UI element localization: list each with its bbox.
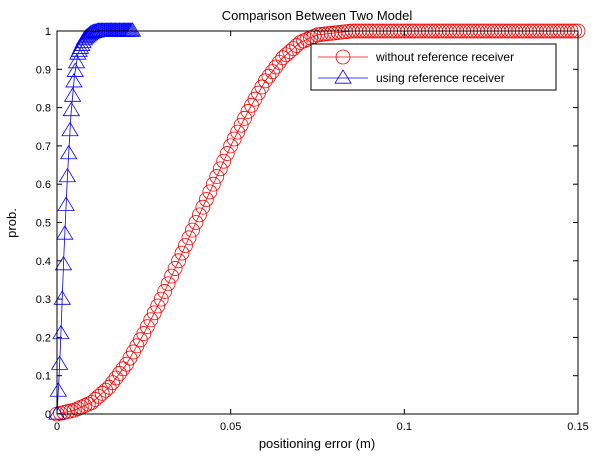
y-tick-label: 0.5 xyxy=(36,218,51,230)
data-point xyxy=(136,326,152,341)
data-point xyxy=(66,62,84,77)
data-point xyxy=(60,144,78,160)
data-point xyxy=(139,319,155,335)
data-point xyxy=(299,32,315,47)
data-point xyxy=(53,290,71,305)
data-point xyxy=(219,146,235,161)
series-2 xyxy=(48,22,142,420)
data-point xyxy=(70,401,86,417)
data-point xyxy=(296,33,312,49)
data-point xyxy=(54,255,73,271)
data-point xyxy=(62,101,81,117)
data-point xyxy=(202,184,218,200)
x-tick-label: 0.15 xyxy=(567,421,588,433)
data-point xyxy=(188,215,204,230)
data-point xyxy=(237,110,252,126)
legend-item: without reference receiver xyxy=(318,49,514,65)
data-point xyxy=(212,161,228,177)
x-tick-label: 0.05 xyxy=(220,421,241,433)
data-point xyxy=(150,298,166,314)
y-tick-label: 0.8 xyxy=(36,103,51,115)
y-tick-label: 1 xyxy=(45,26,51,38)
data-point xyxy=(167,261,183,276)
y-axis-label: prob. xyxy=(4,208,19,238)
data-point xyxy=(57,196,75,211)
y-tick-label: 0.3 xyxy=(36,294,51,306)
y-tick-label: 0 xyxy=(45,409,51,421)
data-point xyxy=(230,124,246,140)
data-point xyxy=(292,35,308,50)
legend-label: using reference receiver xyxy=(376,71,505,85)
data-point xyxy=(63,87,82,102)
data-point xyxy=(66,402,82,418)
data-point xyxy=(153,291,169,307)
x-axis-label: positioning error (m) xyxy=(259,436,375,451)
data-point xyxy=(58,167,77,183)
data-point xyxy=(216,153,232,169)
y-tick-label: 0.2 xyxy=(36,332,51,344)
data-point xyxy=(226,131,242,147)
data-point xyxy=(79,27,97,42)
data-point xyxy=(192,207,207,223)
data-point xyxy=(143,312,159,328)
data-point xyxy=(209,169,225,184)
data-point xyxy=(174,245,190,261)
y-tick-label: 0.6 xyxy=(36,179,51,191)
data-point xyxy=(205,176,221,192)
data-point xyxy=(164,268,180,284)
y-tick-label: 0.9 xyxy=(36,64,51,76)
data-point xyxy=(146,305,162,321)
data-point xyxy=(67,53,86,69)
data-point xyxy=(185,222,200,238)
data-point xyxy=(178,238,193,253)
data-point xyxy=(181,230,197,246)
data-point xyxy=(157,284,173,299)
data-point xyxy=(171,253,186,269)
y-tick-label: 0.7 xyxy=(36,141,51,153)
legend-marker xyxy=(334,69,352,84)
data-point xyxy=(195,199,211,215)
x-tick-label: 0 xyxy=(54,421,60,433)
data-point xyxy=(198,192,214,207)
data-point xyxy=(160,276,176,292)
data-point xyxy=(123,22,142,37)
data-point xyxy=(65,72,83,88)
legend-item: using reference receiver xyxy=(318,69,505,85)
y-tick-label: 0.4 xyxy=(36,256,51,268)
legend-label: without reference receiver xyxy=(375,50,514,64)
data-point xyxy=(233,117,249,133)
data-point xyxy=(115,361,131,377)
chart-title: Comparison Between Two Model xyxy=(222,8,413,23)
data-point xyxy=(49,382,68,397)
data-point xyxy=(61,121,79,137)
data-point xyxy=(48,405,66,420)
x-tick-label: 0.1 xyxy=(397,421,412,433)
data-point xyxy=(223,138,239,154)
data-point xyxy=(50,355,69,370)
data-point xyxy=(56,225,74,240)
y-tick-label: 0.1 xyxy=(36,371,51,383)
legend-marker xyxy=(335,49,351,65)
data-point xyxy=(82,24,100,40)
legend: without reference receiver using referenc… xyxy=(310,43,557,91)
legend-box xyxy=(310,43,557,91)
